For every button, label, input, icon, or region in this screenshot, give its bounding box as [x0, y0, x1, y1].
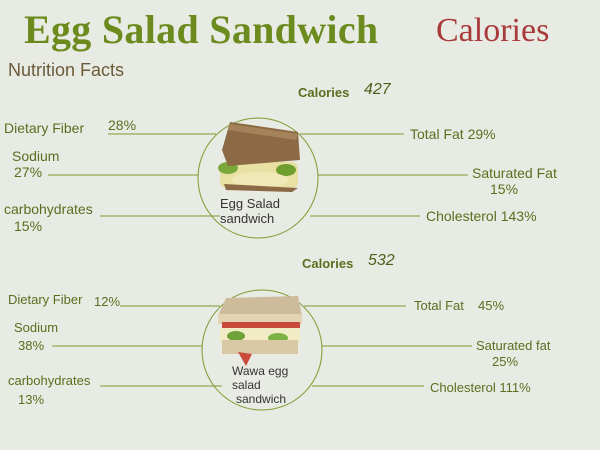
sandwich2-caption-line3: sandwich [236, 392, 287, 406]
chol-label-1: Cholesterol 143% [426, 208, 537, 224]
calories-value-1: 427 [364, 81, 391, 98]
nutrition-facts-heading: Nutrition Facts [8, 60, 125, 80]
sandwich2-caption-line1: Wawa egg [232, 364, 289, 378]
satfat-value-1: 15% [490, 181, 519, 197]
totalfat-value-2: 45% [478, 298, 505, 313]
carbs-label-2: carbohydrates [8, 373, 91, 388]
chol-value-2: 111% [499, 380, 531, 395]
sodium-value-2: 38% [18, 338, 45, 353]
calories-label-1: Calories [298, 85, 350, 100]
sodium-label-2: Sodium [14, 320, 59, 335]
sandwich1-image [218, 122, 300, 192]
fiber-value-1: 28% [108, 117, 137, 133]
totalfat-label-1: Total Fat 29% [410, 126, 496, 142]
fiber-value-2: 12% [94, 294, 121, 309]
sandwich2-caption-line2: salad [232, 378, 261, 392]
sandwich1-ring [197, 117, 319, 239]
chol-label-2: Cholesterol 111% [430, 380, 531, 395]
totalfat-label-2: Total Fat [414, 298, 464, 313]
sandwich1-caption-line1: Egg Salad [220, 196, 280, 211]
sandwich1-caption: Egg Salad sandwich [220, 196, 280, 226]
page-title-suffix: Calories [436, 12, 550, 49]
sandwich2-ring [201, 289, 323, 411]
page-title: Egg Salad Sandwich [24, 7, 379, 52]
sodium-label-1: Sodium [12, 148, 60, 164]
carbs-value-1: 15% [14, 218, 43, 234]
satfat-label-2: Saturated fat [476, 338, 551, 353]
sodium-value-1: 27% [14, 164, 43, 180]
sandwich2-image [218, 296, 302, 366]
totalfat-value-1: 29% [467, 126, 496, 142]
carbs-value-2: 13% [18, 392, 45, 407]
satfat-label-1: Saturated Fat [472, 165, 557, 181]
satfat-value-2: 25% [492, 354, 519, 369]
calories-value-2: 532 [368, 252, 395, 269]
sandwich2-caption: Wawa egg salad sandwich [232, 364, 288, 406]
calories-label-2: Calories [302, 256, 354, 271]
fiber-label-2: Dietary Fiber [8, 292, 83, 307]
sandwich1-caption-line2: sandwich [220, 211, 275, 226]
chol-value-1: 143% [500, 208, 537, 224]
carbs-label-1: carbohydrates [4, 201, 93, 217]
fiber-label-1: Dietary Fiber [4, 120, 85, 136]
